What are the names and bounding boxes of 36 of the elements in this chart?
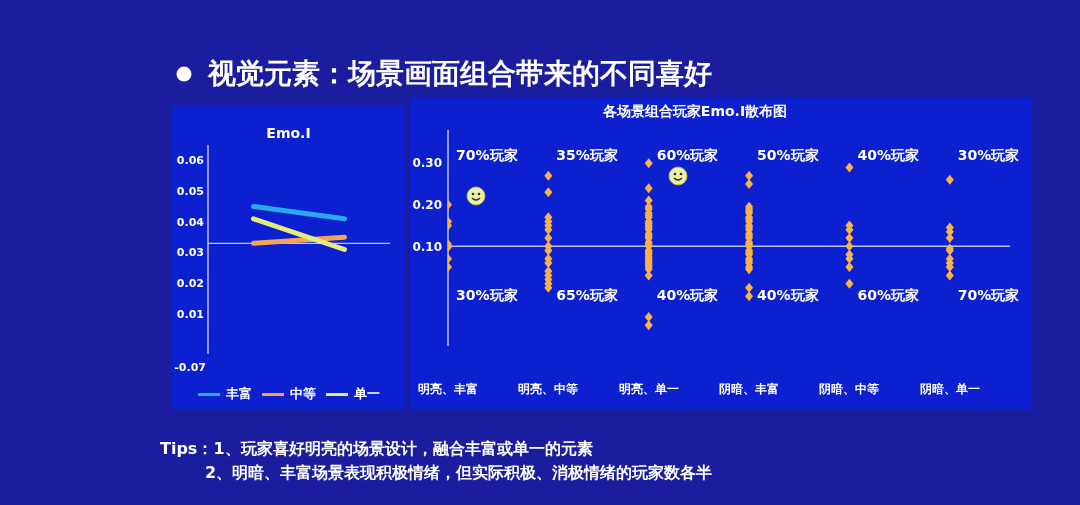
annotation: 70%玩家 — [456, 147, 518, 163]
legend-label: 丰富 — [225, 385, 252, 403]
text: Tips：1、玩家喜好明亮的场景设计，融合丰富或单一的元素 — [160, 439, 593, 458]
chart-title: 各场景组合玩家Emo.I散布图 — [602, 103, 788, 119]
y-tick-label: 0.04 — [176, 215, 205, 229]
x-tick-label: 阴暗、单一 — [919, 381, 980, 396]
x-tick-label: 明亮、单一 — [618, 381, 679, 396]
text: -0.07 — [174, 361, 206, 374]
x-tick-label: 阴暗、中等 — [819, 381, 880, 396]
y-tick-label: 0.30 — [412, 156, 442, 171]
annotation: 70%玩家 — [957, 287, 1020, 303]
y-tick-label: 0.20 — [412, 198, 442, 213]
annotation: 50%玩家 — [757, 147, 819, 163]
x-tick-label: 明亮、丰富 — [418, 381, 478, 396]
y-tick-label: 0.01 — [176, 307, 204, 321]
x-tick-label: 明亮、中等 — [518, 381, 579, 396]
text: 视觉元素：场景画面组合带来的不同喜好 — [208, 57, 712, 91]
annotation: 30%玩家 — [456, 287, 518, 303]
annotation: 35%玩家 — [556, 147, 618, 163]
text: 2、明暗、丰富场景表现积极情绪，但实际积极、消极情绪的玩家数各半 — [205, 463, 713, 482]
annotation: 65%玩家 — [556, 287, 618, 303]
annotation: 40%玩家 — [757, 287, 819, 303]
annotation: 60%玩家 — [656, 147, 719, 163]
y-tick-label: 0.10 — [412, 239, 442, 254]
x-tick-label: 阴暗、丰富 — [719, 381, 780, 396]
y-tick-label: 0.02 — [176, 277, 204, 291]
y-tick-label: 0.05 — [176, 185, 204, 199]
annotation: 40%玩家 — [656, 287, 719, 303]
chart-title: Emo.I — [266, 125, 311, 141]
annotation: 60%玩家 — [857, 287, 919, 303]
annotation: 30%玩家 — [957, 147, 1020, 163]
y-tick-label: 0.06 — [176, 154, 205, 168]
legend-label: 中等 — [289, 385, 316, 403]
y-tick-label: 0.03 — [176, 246, 204, 260]
legend-label: 单一 — [353, 385, 380, 403]
annotation: 40%玩家 — [857, 147, 919, 163]
